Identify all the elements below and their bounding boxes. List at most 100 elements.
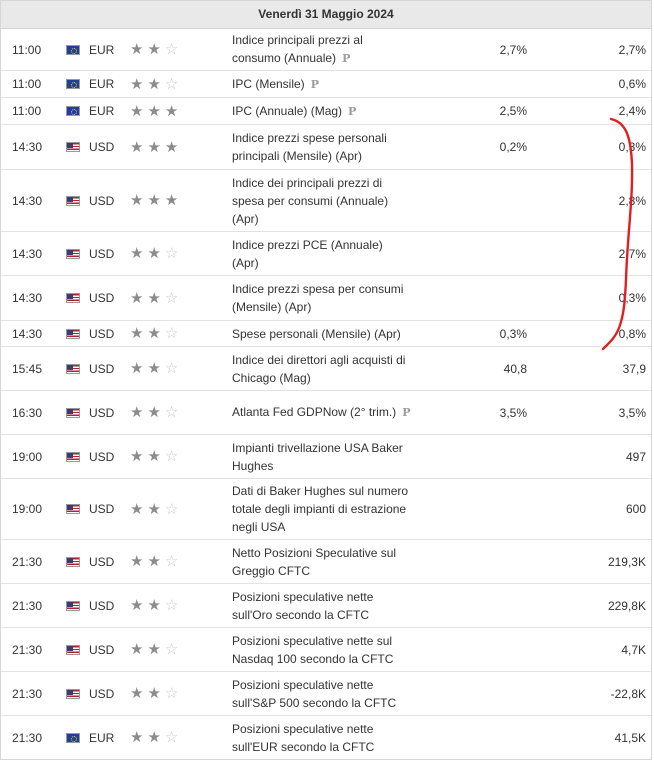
event-row[interactable]: 21:30 USD ★ ★ ☆ Posizioni speculative nette s… (1, 584, 651, 628)
previous-value: 219,3K (607, 554, 646, 569)
event-name-cell[interactable]: Spese personali (Mensile) (Apr) (232, 325, 412, 343)
event-row[interactable]: 14:30 USD ★ ★ ☆ Indice prezzi spesa per consu… (1, 276, 651, 321)
star-icon: ★ (130, 685, 144, 702)
event-name[interactable]: Indice dei direttori agli acquisti di Ch… (232, 352, 406, 385)
event-row[interactable]: 21:30 USD ★ ★ ☆ Posizioni speculative nette s… (1, 628, 651, 672)
event-row[interactable]: 21:30 EUR ★ ★ ☆ Posizioni speculative nette s… (1, 716, 651, 759)
event-row[interactable]: 14:30 USD ★ ★ ☆ Indice prezzi PCE (Annuale) (… (1, 232, 651, 276)
eu-flag-icon (66, 79, 80, 89)
event-name[interactable]: Indice prezzi PCE (Annuale) (Apr) (232, 237, 383, 270)
event-name[interactable]: Atlanta Fed GDPNow (2° trim.) (232, 405, 397, 419)
importance-stars: ★ ★ ☆ (130, 42, 232, 57)
event-currency: USD (89, 554, 115, 569)
event-time: 14:30 (12, 193, 43, 208)
us-flag-icon (66, 600, 80, 611)
star-icon: ★ (147, 597, 161, 614)
event-name-cell[interactable]: IPC (Mensile) P (232, 75, 412, 94)
us-flag-icon (66, 407, 80, 418)
event-name[interactable]: Indice dei principali prezzi di spesa pe… (232, 175, 389, 226)
event-time: 14:30 (12, 291, 43, 305)
event-name-cell[interactable]: Dati di Baker Hughes sul numero totale d… (232, 482, 412, 536)
star-icon: ★ (147, 641, 161, 658)
event-name-cell[interactable]: Posizioni speculative nette sull'S&P 500… (232, 676, 412, 712)
event-name[interactable]: Spese personali (Mensile) (Apr) (232, 326, 401, 341)
importance-stars: ★ ★ ☆ (130, 730, 232, 745)
us-flag-icon (66, 451, 80, 462)
event-name-cell[interactable]: Indice principali prezzi al consumo (Ann… (232, 31, 412, 68)
us-flag-icon (66, 248, 80, 259)
star-icon: ☆ (164, 685, 179, 702)
event-row[interactable]: 16:30 USD ★ ★ ☆ Atlanta Fed GDPNow (2° trim.)… (1, 391, 651, 435)
event-name-cell[interactable]: Atlanta Fed GDPNow (2° trim.) P (232, 403, 412, 422)
importance-stars: ★ ★ ★ (130, 193, 232, 208)
event-name-cell[interactable]: Indice prezzi PCE (Annuale) (Apr) (232, 236, 412, 272)
importance-stars: ★ ★ ☆ (130, 246, 232, 261)
event-name-cell[interactable]: Impianti trivellazione USA Baker Hughes (232, 439, 412, 475)
event-time: 14:30 (12, 140, 43, 154)
event-row[interactable]: 11:00 EUR ★ ★ ☆ Indice principali prezzi al c… (1, 29, 651, 71)
event-row[interactable]: 14:30 USD ★ ★ ★ Indice prezzi spese personali… (1, 125, 651, 170)
star-icon: ☆ (164, 404, 179, 421)
event-row[interactable]: 21:30 USD ★ ★ ☆ Netto Posizioni Speculative s… (1, 540, 651, 584)
event-currency: USD (89, 686, 115, 701)
importance-stars: ★ ★ ☆ (130, 554, 232, 569)
event-time: 19:00 (12, 449, 43, 464)
star-icon: ★ (130, 360, 144, 377)
star-icon: ★ (147, 138, 161, 156)
star-icon: ★ (130, 138, 144, 156)
importance-stars: ★ ★ ☆ (130, 449, 232, 464)
event-name[interactable]: Indice prezzi spesa per consumi (Mensile… (232, 282, 404, 314)
event-row[interactable]: 14:30 USD ★ ★ ☆ Spese personali (Mensile) (Ap… (1, 321, 651, 347)
importance-stars: ★ ★ ☆ (130, 642, 232, 657)
event-row[interactable]: 14:30 USD ★ ★ ★ Indice dei principali prezzi … (1, 170, 651, 232)
preliminary-icon: P (342, 52, 351, 65)
star-icon: ★ (130, 325, 144, 342)
event-row[interactable]: 21:30 USD ★ ★ ☆ Posizioni speculative nette s… (1, 672, 651, 716)
importance-stars: ★ ★ ★ (130, 140, 232, 155)
event-name[interactable]: Impianti trivellazione USA Baker Hughes (232, 440, 403, 473)
event-time: 11:00 (12, 42, 42, 57)
event-row[interactable]: 11:00 EUR ★ ★ ☆ IPC (Mensile) P 0,6% (1, 71, 651, 98)
event-name-cell[interactable]: Posizioni speculative nette sull'Oro sec… (232, 588, 412, 624)
star-icon: ☆ (164, 729, 179, 746)
event-name[interactable]: Dati di Baker Hughes sul numero totale d… (232, 484, 409, 534)
event-currency: USD (89, 326, 115, 341)
us-flag-icon (66, 688, 80, 699)
previous-value: 229,8K (607, 598, 646, 613)
star-icon: ☆ (164, 597, 179, 614)
event-name-cell[interactable]: Indice prezzi spesa per consumi (Mensile… (232, 280, 412, 316)
event-row[interactable]: 11:00 EUR ★ ★ ★ IPC (Annuale) (Mag) P 2,5% 2,4% (1, 98, 651, 125)
importance-stars: ★ ★ ★ (130, 104, 232, 119)
event-name[interactable]: Posizioni speculative nette sull'Oro sec… (232, 589, 374, 622)
event-name-cell[interactable]: Posizioni speculative nette sul Nasdaq 1… (232, 632, 412, 668)
event-name[interactable]: Posizioni speculative nette sull'EUR sec… (232, 721, 375, 754)
event-name-cell[interactable]: IPC (Annuale) (Mag) P (232, 102, 412, 121)
event-name[interactable]: IPC (Annuale) (Mag) (232, 103, 343, 118)
event-currency: USD (89, 193, 115, 208)
event-name-cell[interactable]: Posizioni speculative nette sull'EUR sec… (232, 720, 412, 756)
event-name[interactable]: Posizioni speculative nette sul Nasdaq 1… (232, 633, 394, 666)
event-list: 11:00 EUR ★ ★ ☆ Indice principali prezzi al c… (1, 29, 651, 759)
event-time: 21:30 (12, 730, 43, 745)
star-icon: ★ (147, 553, 161, 570)
star-icon: ★ (130, 192, 144, 209)
event-name[interactable]: Posizioni speculative nette sull'S&P 500… (232, 677, 397, 710)
event-name[interactable]: Indice prezzi spese personali principali… (232, 131, 387, 163)
forecast-value: 0,2% (499, 140, 527, 154)
event-row[interactable]: 19:00 USD ★ ★ ☆ Impianti trivellazione USA Ba… (1, 435, 651, 479)
preliminary-icon: P (348, 104, 357, 118)
event-name-cell[interactable]: Indice prezzi spese personali principali… (232, 129, 412, 165)
event-name[interactable]: IPC (Mensile) (232, 76, 305, 91)
star-icon: ☆ (164, 289, 179, 307)
event-name-cell[interactable]: Indice dei direttori agli acquisti di Ch… (232, 351, 412, 387)
star-icon: ☆ (164, 75, 179, 93)
event-name[interactable]: Netto Posizioni Speculative sul Greggio … (232, 545, 397, 578)
event-name-cell[interactable]: Indice dei principali prezzi di spesa pe… (232, 174, 412, 228)
event-row[interactable]: 15:45 USD ★ ★ ☆ Indice dei direttori agli acq… (1, 347, 651, 391)
star-icon: ★ (147, 192, 161, 209)
eu-flag-icon (66, 44, 80, 55)
event-currency: USD (89, 502, 115, 516)
event-name[interactable]: Indice principali prezzi al consumo (Ann… (232, 33, 363, 65)
event-row[interactable]: 19:00 USD ★ ★ ☆ Dati di Baker Hughes sul nume… (1, 479, 651, 540)
event-name-cell[interactable]: Netto Posizioni Speculative sul Greggio … (232, 544, 412, 580)
